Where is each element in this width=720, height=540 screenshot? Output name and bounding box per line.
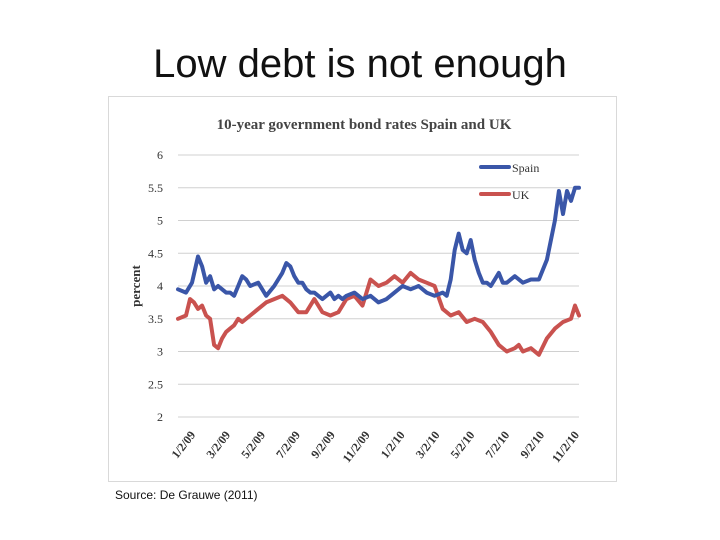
source-note: Source: De Grauwe (2011) [115,488,258,502]
legend-spain-label: Spain [512,161,539,175]
bond-rate-chart: 10-year government bond rates Spain and … [128,117,582,465]
x-tick-label: 9/2/10 [517,428,547,461]
y-tick-label: 2 [157,410,163,424]
chart-frame: 10-year government bond rates Spain and … [108,96,617,482]
y-tick-label: 4 [157,279,163,293]
x-tick-label: 9/2/09 [308,428,338,461]
chart-title: 10-year government bond rates Spain and … [217,117,512,133]
x-tick-label: 5/2/09 [238,428,268,461]
x-tick-label: 7/2/10 [482,428,512,461]
slide-title: Low debt is not enough [153,42,567,86]
x-tick-label: 11/2/10 [549,428,582,465]
x-tick-label: 3/2/10 [413,428,443,461]
y-tick-label: 5 [157,214,163,228]
x-tick-label: 5/2/10 [448,428,478,461]
x-tick-label: 3/2/09 [203,428,233,461]
data-series [176,185,581,357]
y-tick-label: 2.5 [148,377,163,391]
legend-uk-label: UK [512,188,530,202]
series-line-uk [176,270,581,357]
x-tick-label: 7/2/09 [273,428,303,461]
x-axis: 1/2/09 3/2/09 5/2/09 7/2/09 9/2/09 11/2/09 1/2… [168,428,582,465]
x-tick-label: 1/2/10 [378,428,408,461]
y-axis: 2 2.5 3 3.5 4 4.5 5 5.5 6 [148,148,163,424]
y-tick-label: 4.5 [148,246,163,260]
y-axis-label: percent [128,265,143,307]
series-line-spain [176,185,581,305]
y-tick-label: 5.5 [148,181,163,195]
y-tick-label: 3.5 [148,312,163,326]
legend: Spain UK [479,161,539,202]
x-tick-label: 11/2/09 [340,428,373,465]
y-tick-label: 3 [157,345,163,359]
x-tick-label: 1/2/09 [168,428,198,461]
y-tick-label: 6 [157,148,163,162]
